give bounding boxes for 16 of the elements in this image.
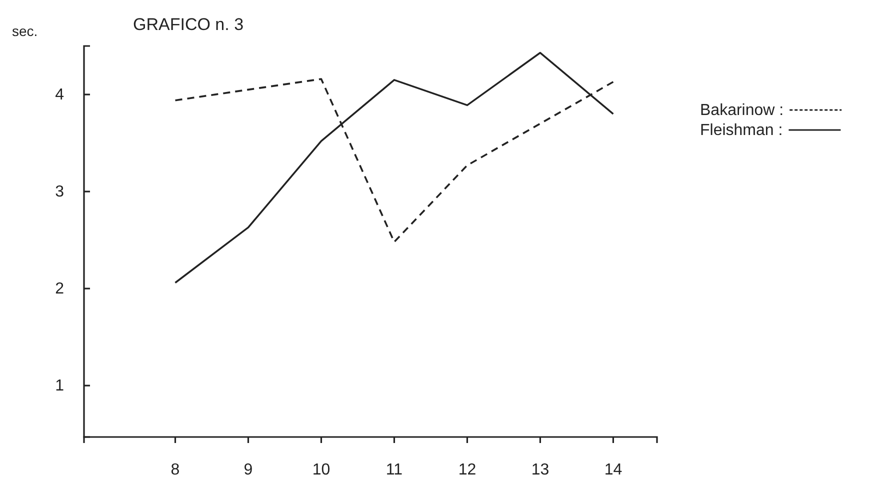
line-series: [174, 52, 614, 284]
x-tick-label: 12: [458, 461, 476, 478]
y-tick-label: 1: [55, 378, 64, 395]
x-tick-label: 14: [604, 461, 622, 478]
chart-title: GRAFICO n. 3: [133, 15, 244, 34]
x-tick-label: 11: [386, 461, 403, 478]
x-tick-label: 9: [244, 461, 253, 478]
y-tick-label: 4: [55, 86, 64, 104]
y-tick-label: 3: [55, 184, 64, 201]
y-tick-label: 2: [55, 280, 64, 298]
x-tick-label: 10: [312, 461, 330, 478]
x-tick-label: 13: [531, 461, 550, 478]
y-axis-title: sec.: [12, 23, 38, 39]
x-tick-label: 8: [170, 461, 180, 478]
legend-label: Fleishman :: [700, 122, 783, 139]
legend-label: Bakarinow :: [700, 102, 784, 119]
